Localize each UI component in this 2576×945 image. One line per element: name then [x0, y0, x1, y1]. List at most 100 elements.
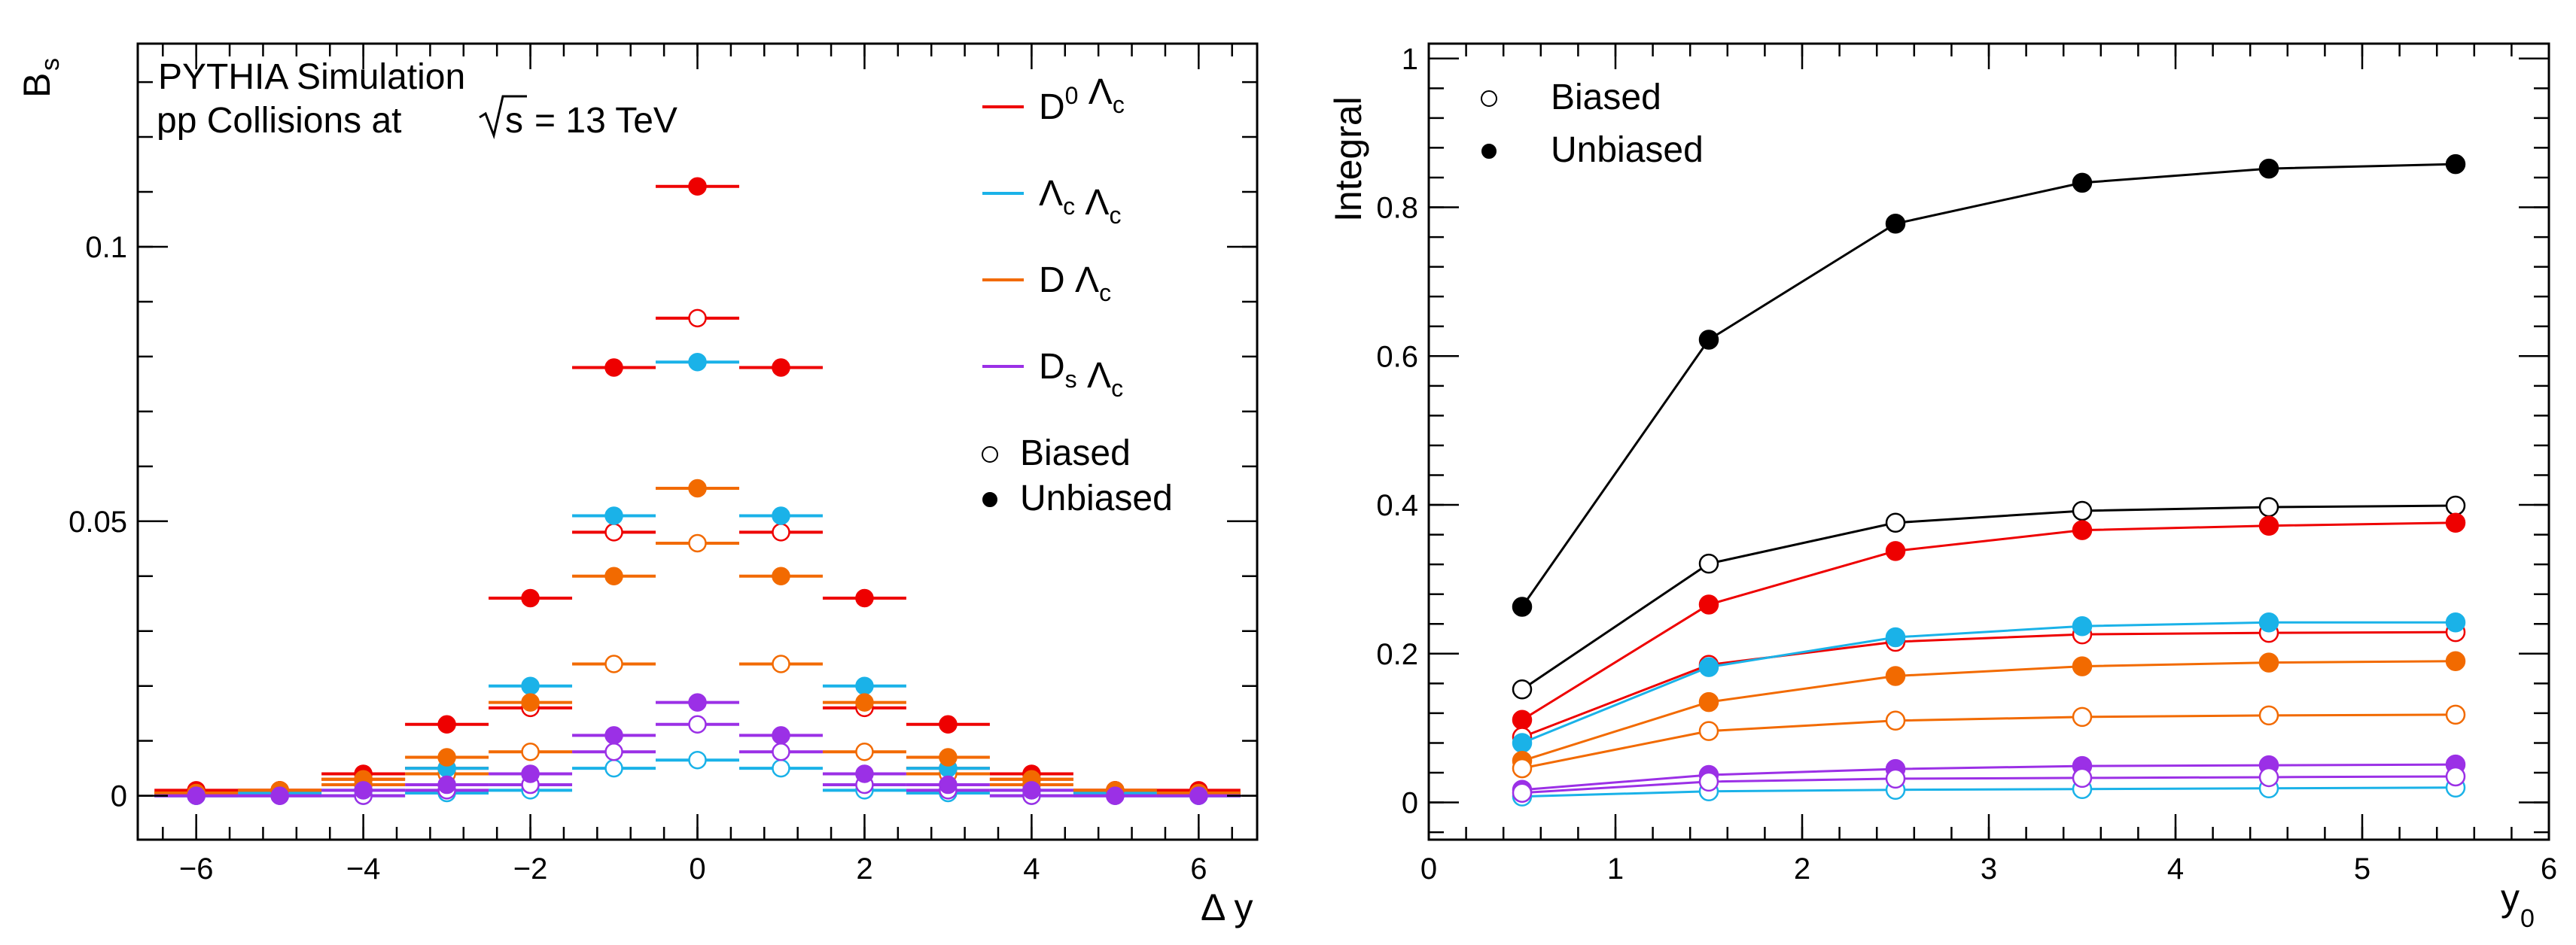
series-line	[1521, 621, 2456, 744]
right-x-axis-title: y 0	[2501, 877, 2535, 933]
right-legend: Biased Unbiased	[1481, 77, 1704, 170]
series-D_Lc-unbiased	[1512, 651, 2466, 771]
right-plot-frame	[1427, 42, 2550, 841]
data-point	[1885, 541, 1906, 561]
left-chart-axes: −6 −4 −2 0 2 4 6 0 0.05 0.1	[69, 44, 1257, 886]
data-point	[2445, 612, 2466, 633]
legend-label: Unbiased	[1551, 130, 1704, 170]
data-point	[688, 715, 707, 734]
series-line	[1521, 521, 2456, 722]
left-x-tick-label: −2	[513, 852, 548, 886]
x-title-sub: 0	[2520, 904, 2535, 933]
data-point	[2072, 706, 2093, 728]
data-point	[2445, 153, 2466, 175]
legend-label: Ds Λc	[1039, 347, 1123, 402]
left-chart-marks	[154, 177, 1241, 805]
data-point	[604, 655, 623, 673]
legend-label: Λc Λc	[1039, 174, 1121, 229]
data-point	[1885, 768, 1906, 789]
data-point	[1512, 679, 1533, 700]
left-y-tick-label: 0.1	[85, 231, 127, 264]
data-point	[1698, 691, 1719, 713]
series-Ds_Lc-biased	[1512, 766, 2466, 803]
legend-marker	[982, 492, 997, 507]
data-point	[772, 743, 790, 761]
left-x-tick-label: −4	[346, 852, 381, 886]
legend-marker	[1481, 90, 1497, 107]
annotation-line2-suffix: = 13 TeV	[534, 101, 677, 141]
left-y-tick-label: 0	[111, 780, 127, 813]
data-point	[604, 758, 623, 778]
data-point	[688, 479, 707, 498]
right-x-tick-label: 5	[2354, 852, 2370, 886]
annotation-line2: pp Collisions at s = 13 TeV	[157, 95, 677, 141]
data-point	[604, 506, 623, 525]
legend-style-label: Biased	[1020, 433, 1131, 473]
data-point	[1698, 553, 1719, 574]
data-point	[604, 523, 623, 542]
left-chart-panel: −6 −4 −2 0 2 4 6 0 0.05 0.1 PYTHIA Simulation pp …	[16, 42, 1259, 928]
legend-marker	[1481, 144, 1497, 159]
data-point	[772, 726, 790, 745]
data-point	[437, 748, 456, 767]
series-D0_Lc-unbiased	[1512, 512, 2466, 731]
series-line	[1521, 775, 2456, 795]
annotation-sqrt-arg: s	[505, 101, 523, 141]
legend-label: D0 Λc	[1039, 72, 1125, 127]
series-line	[1521, 786, 2456, 798]
right-y-tick-label: 0.8	[1376, 192, 1418, 225]
data-point	[772, 358, 790, 377]
data-point	[1698, 771, 1719, 792]
data-point	[1512, 597, 1533, 617]
series-Biased_Unbiased-biased	[1512, 495, 2466, 700]
data-point	[939, 775, 958, 795]
data-point	[2258, 705, 2279, 726]
left-x-tick-label: −6	[179, 852, 214, 886]
data-point	[2258, 158, 2279, 179]
data-point	[939, 715, 958, 734]
data-point	[772, 523, 790, 542]
data-point	[2072, 172, 2093, 193]
data-point	[1885, 666, 1906, 686]
left-y-axis-title: B s	[16, 58, 65, 98]
data-point	[2072, 520, 2093, 540]
legend-label: Biased	[1551, 77, 1661, 117]
data-point	[2258, 612, 2279, 633]
data-point	[855, 764, 874, 783]
data-point	[1512, 758, 1533, 779]
series-line	[1521, 713, 2456, 770]
data-point	[521, 764, 540, 783]
data-point	[1885, 627, 1906, 648]
left-x-tick-label: 4	[1023, 852, 1040, 886]
data-point	[1885, 710, 1906, 731]
sqrt-sign	[479, 95, 527, 140]
data-point	[855, 693, 874, 712]
data-point	[688, 693, 707, 712]
right-y-tick-label: 0	[1402, 787, 1418, 820]
left-x-tick-label: 6	[1190, 852, 1207, 886]
right-x-tick-label: 6	[2541, 852, 2557, 886]
data-point	[772, 758, 790, 778]
right-y-tick-label: 0.4	[1376, 489, 1418, 522]
data-point	[604, 726, 623, 745]
data-point	[688, 177, 707, 196]
series-line	[1521, 631, 2456, 738]
data-point	[688, 352, 707, 372]
data-point	[688, 533, 707, 553]
data-point	[1698, 657, 1719, 677]
data-point	[2445, 651, 2466, 671]
data-point	[1885, 214, 1906, 234]
data-point	[688, 750, 707, 770]
data-point	[521, 693, 540, 712]
series-line	[1521, 163, 2456, 608]
data-point	[772, 655, 790, 673]
data-point	[2445, 766, 2466, 787]
data-point	[2072, 656, 2093, 676]
left-x-tick-label: 2	[856, 852, 872, 886]
data-point	[855, 588, 874, 608]
right-y-tick-label: 0.2	[1376, 638, 1418, 671]
data-point	[521, 743, 540, 761]
data-point	[1512, 733, 1533, 753]
data-point	[772, 506, 790, 525]
